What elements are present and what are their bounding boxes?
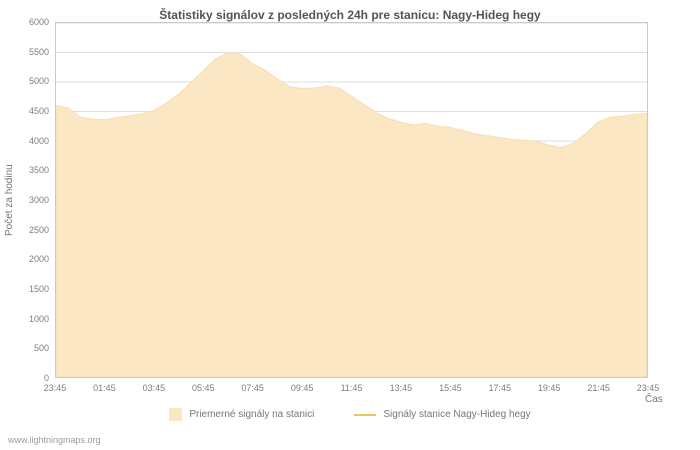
watermark: www.lightningmaps.org (8, 435, 101, 445)
area-series-chart (56, 23, 647, 377)
legend: Priemerné signály na stanici Signály sta… (0, 408, 700, 421)
x-tick-label: 01:45 (93, 383, 116, 393)
x-tick-label: 13:45 (389, 383, 413, 393)
chart-title: Štatistiky signálov z posledných 24h pre… (159, 8, 541, 22)
x-tick-label: 23:45 (43, 383, 67, 393)
legend-item-area: Priemerné signály na stanici (169, 408, 314, 421)
x-tick-label: 19:45 (537, 383, 561, 393)
y-axis-title: Počet za hodinu (4, 164, 15, 236)
legend-item-line: Signály stanice Nagy-Hideg hegy (354, 409, 531, 420)
x-tick-label: 05:45 (191, 383, 215, 393)
x-tick-label: 15:45 (439, 383, 462, 393)
x-tick-label: 23:45 (636, 383, 660, 393)
x-tick-label: 03:45 (142, 383, 166, 393)
x-tick-label: 17:45 (488, 383, 512, 393)
x-tick-label: 07:45 (241, 383, 264, 393)
x-tick-label: 21:45 (587, 383, 610, 393)
legend-label-area: Priemerné signály na stanici (189, 409, 315, 420)
plot-area (55, 22, 648, 378)
x-tick-label: 11:45 (340, 383, 363, 393)
area-swatch-icon (169, 408, 183, 421)
legend-label-line: Signály stanice Nagy-Hideg hegy (383, 409, 531, 420)
x-tick-label: 09:45 (290, 383, 314, 393)
x-axis-title: Čas (645, 394, 663, 405)
line-swatch-icon (354, 413, 377, 416)
